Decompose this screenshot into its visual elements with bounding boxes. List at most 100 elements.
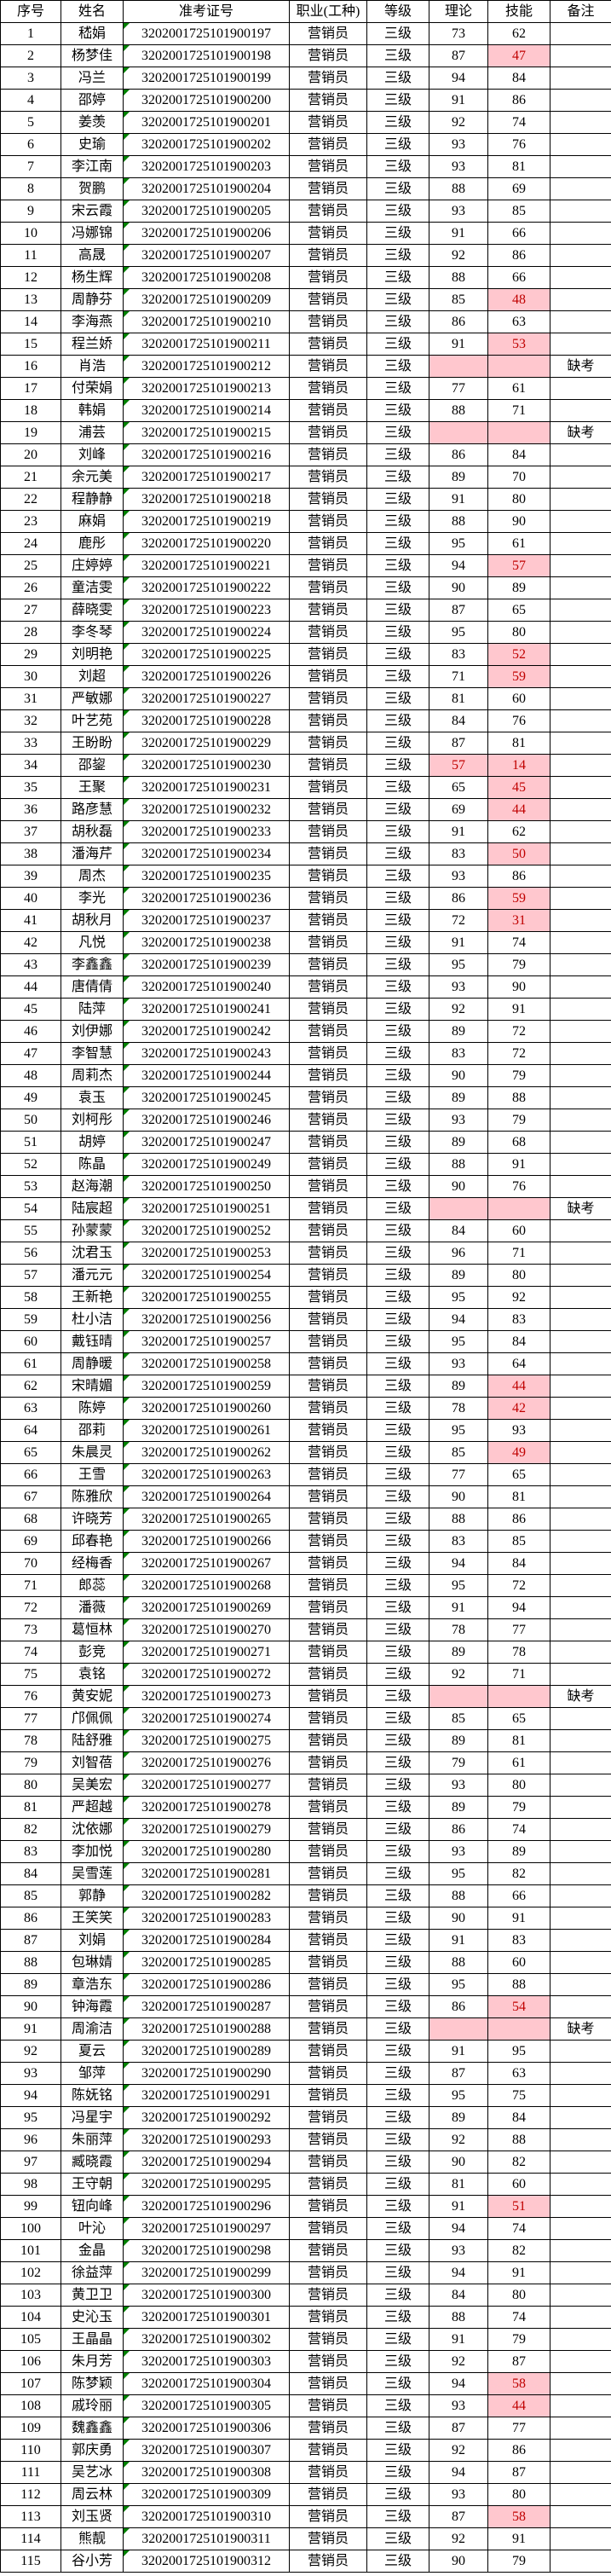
remark-cell [550,1596,611,1619]
table-row: 115 谷小芳 3202001725101900312 营销员 三级 90 79 [0,2550,611,2573]
remark-cell [550,1441,611,1464]
table-row: 90 钟海霞 3202001725101900287 营销员 三级 86 54 [0,1995,611,2018]
name-cell: 赵海潮 [61,1175,124,1198]
level-cell: 三级 [366,1330,429,1353]
remark-cell [550,2217,611,2240]
occupation-cell: 营销员 [289,776,367,799]
skill-score-cell: 51 [487,2195,550,2218]
exam-id-cell: 3202001725101900293 [123,2128,290,2151]
text-format-triangle-icon [124,1708,130,1714]
text-format-triangle-icon [124,1531,130,1537]
remark-cell [550,2239,611,2262]
table-row: 60 戴钰晴 3202001725101900257 营销员 三级 95 84 [0,1330,611,1353]
skill-score-cell: 91 [487,2261,550,2284]
level-cell: 三级 [366,1641,429,1664]
text-format-triangle-icon [124,2351,130,2357]
occupation-cell: 营销员 [289,643,367,666]
level-cell: 三级 [366,1907,429,1930]
level-cell: 三级 [366,2195,429,2218]
text-format-triangle-icon [124,2018,130,2024]
remark-cell [550,665,611,688]
seq-cell: 113 [0,2505,61,2528]
seq-cell: 18 [0,399,61,422]
name-cell: 胡婷 [61,1131,124,1154]
text-format-triangle-icon [124,2284,130,2290]
exam-id-cell: 3202001725101900199 [123,67,290,90]
theory-score-cell: 92 [429,111,488,134]
exam-id-cell: 3202001725101900310 [123,2505,290,2528]
seq-cell: 87 [0,1929,61,1952]
remark-cell [550,887,611,910]
remark-cell [550,1330,611,1353]
text-format-triangle-icon [124,67,130,73]
occupation-cell: 营销员 [289,443,367,466]
theory-score-cell: 86 [429,310,488,333]
theory-score-cell: 84 [429,2284,488,2307]
table-row: 56 沈君玉 3202001725101900253 营销员 三级 96 71 [0,1242,611,1265]
skill-score-cell: 79 [487,1064,550,1087]
header-remark: 备注 [550,0,611,23]
exam-id-cell: 3202001725101900311 [123,2527,290,2550]
theory-score-cell: 84 [429,1219,488,1242]
exam-id-cell: 3202001725101900260 [123,1397,290,1420]
seq-cell: 102 [0,2261,61,2284]
exam-id-cell: 3202001725101900268 [123,1574,290,1597]
level-cell: 三级 [366,2106,429,2129]
theory-score-cell: 91 [429,488,488,511]
name-cell: 陈雅欣 [61,1485,124,1508]
remark-cell [550,975,611,999]
remark-cell [550,2483,611,2506]
remark-cell [550,177,611,200]
text-format-triangle-icon [124,2462,130,2468]
occupation-cell: 营销员 [289,1264,367,1287]
skill-score-cell: 59 [487,887,550,910]
occupation-cell: 营销员 [289,1840,367,1863]
text-format-triangle-icon [124,777,130,783]
table-row: 87 刘娟 3202001725101900284 营销员 三级 91 83 [0,1929,611,1952]
text-format-triangle-icon [124,1974,130,1980]
skill-score-cell: 61 [487,1751,550,1774]
level-cell: 三级 [366,1419,429,1442]
table-row: 63 陈婷 3202001725101900260 营销员 三级 78 42 [0,1397,611,1420]
exam-id-cell: 3202001725101900299 [123,2261,290,2284]
text-format-triangle-icon [124,710,130,716]
level-cell: 三级 [366,1751,429,1774]
seq-cell: 49 [0,1086,61,1109]
exam-id-cell: 3202001725101900220 [123,532,290,555]
occupation-cell: 营销员 [289,2128,367,2151]
name-cell: 严超越 [61,1796,124,1819]
skill-score-cell: 50 [487,842,550,865]
table-row: 21 余元美 3202001725101900217 营销员 三级 89 70 [0,466,611,489]
level-cell: 三级 [366,953,429,976]
occupation-cell: 营销员 [289,355,367,378]
text-format-triangle-icon [124,1952,130,1958]
remark-cell [550,2040,611,2063]
seq-cell: 12 [0,266,61,289]
seq-cell: 46 [0,1020,61,1043]
table-row: 33 王盼盼 3202001725101900229 营销员 三级 87 81 [0,732,611,755]
occupation-cell: 营销员 [289,22,367,45]
remark-cell [550,89,611,112]
table-row: 12 杨生辉 3202001725101900208 营销员 三级 88 66 [0,266,611,289]
table-row: 37 胡秋磊 3202001725101900233 营销员 三级 91 62 [0,820,611,843]
theory-score-cell: 83 [429,1042,488,1065]
exam-id-cell: 3202001725101900309 [123,2483,290,2506]
name-cell: 叶沁 [61,2217,124,2240]
exam-id-cell: 3202001725101900247 [123,1131,290,1154]
theory-score-cell: 86 [429,1995,488,2018]
level-cell: 三级 [366,111,429,134]
seq-cell: 4 [0,89,61,112]
exam-id-cell: 3202001725101900223 [123,599,290,622]
occupation-cell: 营销员 [289,1685,367,1708]
occupation-cell: 营销员 [289,1042,367,1065]
text-format-triangle-icon [124,1797,130,1803]
skill-score-cell: 84 [487,1330,550,1353]
occupation-cell: 营销员 [289,576,367,599]
exam-id-cell: 3202001725101900227 [123,687,290,710]
level-cell: 三级 [366,67,429,90]
occupation-cell: 营销员 [289,1064,367,1087]
level-cell: 三级 [366,1729,429,1752]
seq-cell: 61 [0,1352,61,1375]
text-format-triangle-icon [124,112,130,118]
occupation-cell: 营销员 [289,1907,367,1930]
